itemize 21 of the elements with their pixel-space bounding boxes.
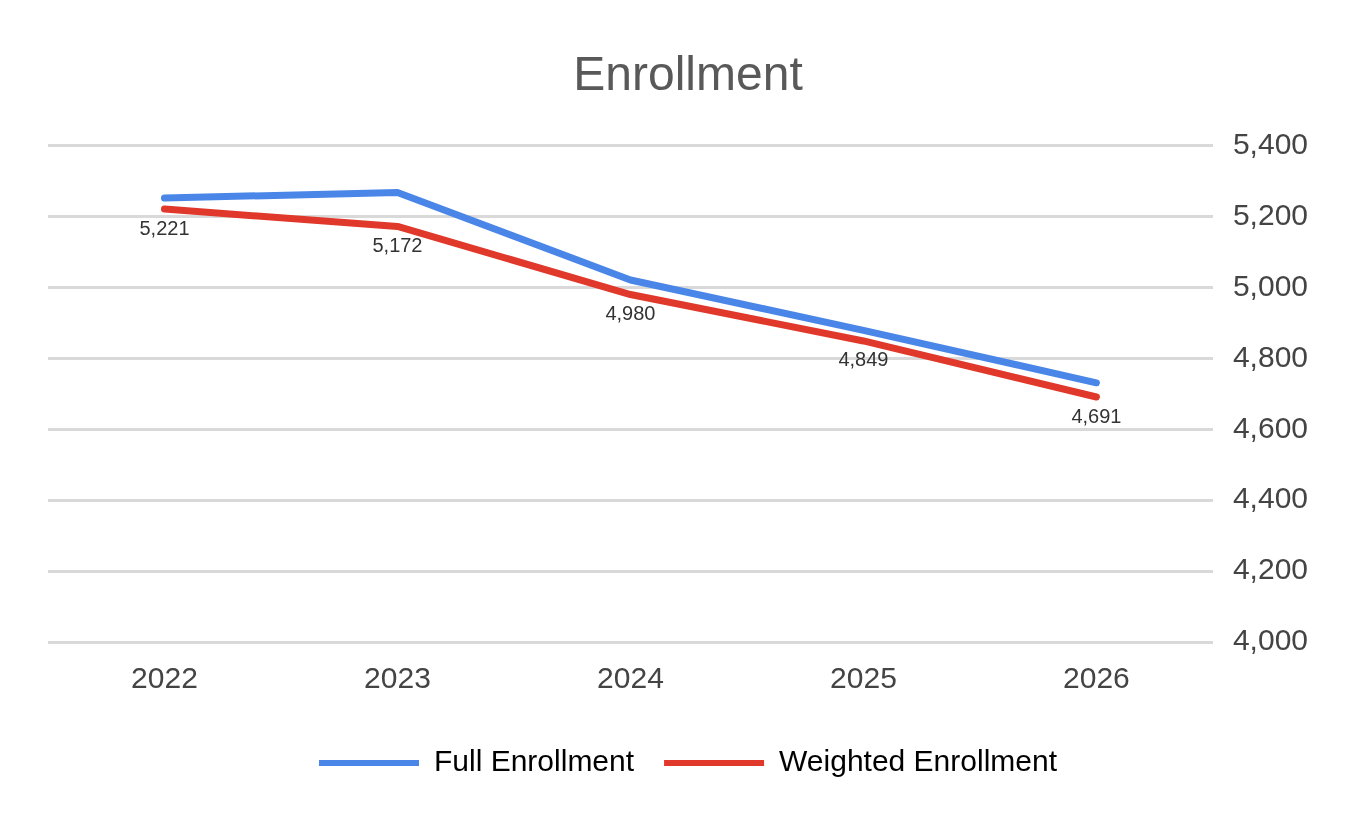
data-label: 5,221 <box>139 216 190 239</box>
chart-title: Enrollment <box>573 47 803 101</box>
legend-label: Full Enrollment <box>434 744 635 778</box>
y-tick-label: 4,600 <box>1232 410 1308 444</box>
data-label: 5,172 <box>372 233 423 256</box>
y-tick-label: 4,400 <box>1232 481 1308 515</box>
x-tick-label: 2022 <box>131 661 198 695</box>
y-tick-label: 5,000 <box>1232 268 1308 302</box>
y-tick-label: 5,200 <box>1232 197 1308 231</box>
data-label: 4,849 <box>838 348 889 371</box>
data-label: 4,980 <box>605 302 656 325</box>
x-tick-label: 2025 <box>830 661 897 695</box>
y-tick-label: 4,800 <box>1232 339 1308 373</box>
data-label: 4,691 <box>1071 404 1122 427</box>
y-tick-label: 5,400 <box>1232 126 1308 160</box>
x-tick-label: 2026 <box>1063 661 1130 695</box>
legend-label: Weighted Enrollment <box>779 744 1058 778</box>
x-tick-label: 2024 <box>597 661 664 695</box>
y-tick-label: 4,000 <box>1232 623 1308 657</box>
x-tick-label: 2023 <box>364 661 431 695</box>
y-tick-label: 4,200 <box>1232 552 1308 586</box>
